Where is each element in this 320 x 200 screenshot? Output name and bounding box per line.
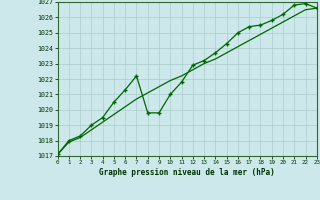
X-axis label: Graphe pression niveau de la mer (hPa): Graphe pression niveau de la mer (hPa) [99, 168, 275, 177]
